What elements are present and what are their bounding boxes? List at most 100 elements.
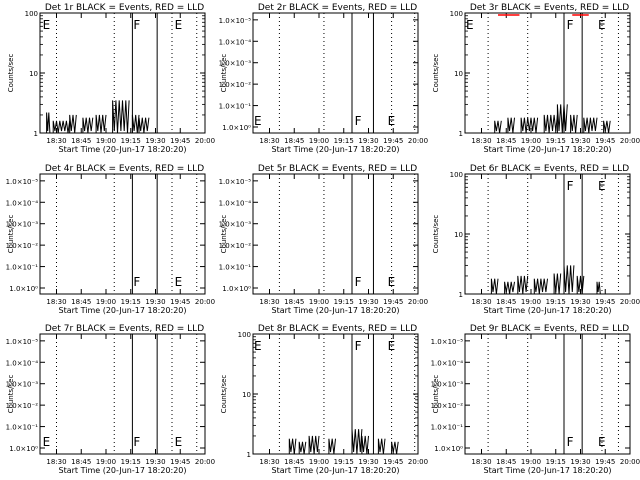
marker-E: E [388, 339, 396, 353]
x-tick-label: 18:30 [46, 298, 66, 306]
x-tick-label: 20:00 [408, 137, 428, 145]
x-tick-label: 19:45 [170, 458, 190, 466]
panel-title: Det 3r BLACK = Events, RED = LLD [470, 3, 629, 13]
x-axis-label: Start Time (20-Jun-17 18:20:20) [59, 145, 187, 154]
marker-F: F [133, 435, 140, 449]
y-axis-label: Counts/sec [432, 54, 440, 93]
x-axis-label: Start Time (20-Jun-17 18:20:20) [484, 145, 612, 154]
marker-E: E [175, 18, 183, 32]
x-tick-label: 20:00 [195, 458, 215, 466]
y-axis-label: Counts/sec [7, 215, 15, 254]
x-axis-label: Start Time (20-Jun-17 18:20:20) [59, 466, 187, 475]
y-tick-label: 100 [238, 331, 251, 339]
x-tick-label: 19:45 [170, 137, 190, 145]
marker-E: E [175, 435, 183, 449]
x-axis-label: Start Time (20-Jun-17 18:20:20) [272, 306, 400, 315]
marker-F: F [567, 18, 574, 32]
y-tick-label: 1.0×10⁻¹ [6, 264, 39, 272]
x-tick-label: 18:45 [284, 298, 304, 306]
x-tick-label: 19:30 [570, 137, 590, 145]
x-tick-label: 18:45 [284, 137, 304, 145]
x-axis-label: Start Time (20-Jun-17 18:20:20) [272, 145, 400, 154]
marker-E: E [598, 18, 606, 32]
y-tick-label: 1.0×10⁰ [9, 445, 38, 453]
y-tick-label: 1.0×10⁻³ [6, 381, 39, 389]
detector-panel-2: Det 2r BLACK = Events, RED = LLD Counts/s… [219, 3, 429, 154]
x-tick-label: 19:45 [595, 458, 615, 466]
y-tick-label: 1 [34, 130, 38, 138]
x-tick-label: 20:00 [195, 137, 215, 145]
y-tick-label: 1.0×10⁻² [219, 81, 252, 89]
marker-F: F [567, 435, 574, 449]
marker-E: E [43, 435, 51, 449]
y-tick-label: 1.0×10⁻⁵ [219, 178, 252, 186]
y-axis-label: Counts/sec [220, 215, 228, 254]
x-tick-label: 19:30 [145, 298, 165, 306]
events-series [494, 120, 502, 134]
x-tick-label: 19:30 [358, 298, 378, 306]
y-tick-label: 1.0×10⁻³ [6, 221, 39, 229]
panel-title: Det 7r BLACK = Events, RED = LLD [45, 324, 204, 334]
y-tick-label: 1.0×10⁻² [6, 242, 39, 250]
x-tick-label: 18:45 [496, 137, 516, 145]
marker-E: E [175, 275, 183, 289]
x-tick-label: 19:15 [334, 137, 354, 145]
x-tick-label: 18:45 [71, 298, 91, 306]
events-series [603, 120, 611, 134]
x-tick-label: 18:45 [71, 137, 91, 145]
x-tick-label: 19:45 [595, 298, 615, 306]
y-tick-label: 1.0×10⁻² [6, 402, 39, 410]
x-tick-label: 18:30 [471, 298, 491, 306]
x-tick-label: 19:00 [309, 298, 329, 306]
x-tick-label: 19:30 [570, 298, 590, 306]
events-series [82, 117, 94, 134]
detector-panel-3: Det 3r BLACK = Events, RED = LLD Counts/s… [432, 3, 640, 154]
x-tick-label: 18:45 [284, 458, 304, 466]
events-series [131, 114, 140, 134]
detector-panel-5: Det 5r BLACK = Events, RED = LLD Counts/s… [219, 164, 429, 315]
marker-F: F [133, 18, 140, 32]
x-tick-label: 19:15 [546, 137, 566, 145]
panel-title: Det 6r BLACK = Events, RED = LLD [470, 164, 629, 174]
x-tick-label: 19:15 [334, 458, 354, 466]
events-series [520, 117, 539, 134]
y-tick-label: 10 [242, 391, 251, 399]
events-series [138, 117, 150, 134]
events-series [361, 435, 369, 455]
y-tick-label: 100 [25, 10, 38, 18]
x-tick-label: 19:15 [121, 137, 141, 145]
y-tick-label: 1.0×10⁰ [9, 285, 38, 293]
y-tick-label: 1.0×10⁻¹ [431, 424, 464, 432]
marker-F: F [355, 114, 362, 128]
x-tick-label: 19:00 [309, 137, 329, 145]
detector-panel-9: Det 9r BLACK = Events, RED = LLD Counts/s… [431, 324, 640, 475]
marker-F: F [355, 275, 362, 289]
x-tick-label: 20:00 [620, 137, 640, 145]
x-tick-label: 18:30 [46, 458, 66, 466]
marker-F: F [567, 179, 574, 193]
events-series [543, 114, 558, 134]
detector-panel-4: Det 4r BLACK = Events, RED = LLD Counts/s… [6, 164, 216, 315]
x-axis-label: Start Time (20-Jun-17 18:20:20) [484, 466, 612, 475]
events-series [583, 117, 598, 134]
x-tick-label: 18:45 [71, 458, 91, 466]
events-series [563, 265, 575, 295]
events-series [308, 435, 320, 455]
plot-frame [39, 173, 206, 295]
x-tick-label: 19:00 [96, 137, 116, 145]
y-tick-label: 1.0×10⁻⁵ [431, 338, 464, 346]
events-series [288, 438, 297, 455]
y-tick-label: 1.0×10⁻⁴ [6, 359, 39, 367]
y-axis-label: Counts/sec [432, 215, 440, 254]
y-tick-label: 1.0×10⁻¹ [219, 264, 252, 272]
y-tick-label: 1.0×10⁻¹ [219, 103, 252, 111]
x-tick-label: 19:30 [358, 137, 378, 145]
events-series [507, 117, 515, 134]
x-axis-label: Start Time (20-Jun-17 18:20:20) [272, 466, 400, 475]
y-tick-label: 1.0×10⁻⁵ [6, 338, 39, 346]
x-tick-label: 19:45 [383, 298, 403, 306]
x-tick-label: 19:15 [546, 458, 566, 466]
y-axis-label: Counts/sec [7, 54, 15, 93]
y-tick-label: 1.0×10⁰ [222, 124, 251, 132]
